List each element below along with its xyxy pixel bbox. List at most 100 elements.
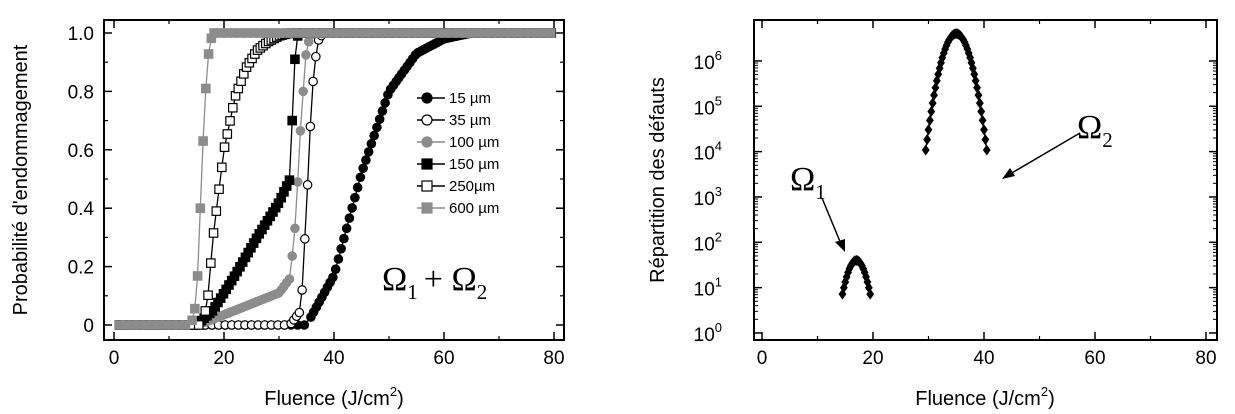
omega1-annotation: Ω1 [790, 161, 826, 204]
data-point [981, 134, 990, 146]
legend: 15 µm 35 µm 100 µm 150 µm 250µm 600 µm [417, 90, 499, 217]
y-tick-label: 106 [694, 48, 722, 74]
legend-label: 15 µm [449, 90, 491, 107]
data-point [217, 162, 227, 173]
data-point [974, 89, 983, 101]
data-point [369, 130, 379, 141]
series-5 [114, 28, 556, 330]
data-point [377, 106, 388, 116]
data-point [930, 89, 938, 101]
legend-marker [421, 180, 433, 192]
y-tick-label: 1.0 [68, 24, 94, 45]
data-point [931, 82, 940, 94]
omega2-annotation: Ω2 [1077, 109, 1113, 152]
legend-label: 35 µm [449, 112, 491, 129]
data-point [975, 97, 984, 109]
data-point [339, 233, 349, 244]
plot-frame-right [753, 19, 1218, 341]
data-point [924, 124, 933, 136]
x-tick-label: 20 [862, 348, 883, 369]
legend-marker [421, 136, 433, 148]
omega-sum-annotation: Ω1 + Ω2 [382, 261, 487, 304]
y-tick-label: 0.4 [68, 199, 95, 220]
y-tick-label: 0.8 [68, 82, 94, 103]
data-point [219, 142, 230, 152]
x-tick-label: 40 [973, 348, 994, 369]
data-point [355, 172, 366, 183]
data-point [923, 134, 932, 146]
data-point [208, 228, 219, 238]
x-axis-label-left: Fluence (J/cm2) [264, 384, 404, 410]
data-point [190, 303, 200, 314]
y-tick-label: 100 [694, 320, 722, 346]
series-layer-right [838, 28, 991, 300]
y-tick-label: 0.6 [68, 141, 94, 162]
x-tick-label: 60 [433, 348, 454, 369]
data-point [295, 126, 306, 136]
series-layer-left [114, 28, 557, 330]
data-point [978, 114, 987, 126]
data-point [284, 274, 295, 284]
data-point [228, 102, 238, 113]
data-point [192, 271, 203, 281]
data-point [297, 285, 307, 295]
data-point [287, 251, 297, 261]
legend-marker [421, 158, 433, 170]
data-point [187, 315, 197, 326]
chart-damage-probability: 0 20 40 60 80 0 0.2 0.4 0.6 0.8 1.0 15 µm 35 µm 100 … [10, 19, 565, 410]
data-point [305, 121, 316, 132]
data-point [302, 180, 313, 190]
data-point [352, 182, 363, 193]
data-point [225, 116, 235, 126]
data-point [195, 203, 206, 213]
x-tick-label: 80 [543, 348, 564, 369]
data-point [299, 320, 310, 330]
data-point [203, 290, 213, 301]
data-point [328, 272, 338, 283]
data-point [928, 97, 937, 109]
axis-ticks-left: 0 20 40 60 80 0 0.2 0.4 0.6 0.8 1.0 [68, 20, 565, 369]
omega2-arrow [1002, 132, 1081, 179]
data-point [198, 136, 208, 146]
data-point [290, 54, 300, 65]
data-point [294, 307, 305, 318]
chart-defect-distribution: 0 20 40 60 80 100 101 102 103 104 105 106 Fluence (… [647, 19, 1218, 410]
data-point [301, 50, 311, 60]
legend-marker [421, 202, 433, 214]
x-tick-label: 20 [213, 348, 234, 369]
legend-label: 150 µm [449, 156, 499, 173]
data-point [298, 86, 308, 97]
legend-marker [421, 114, 433, 126]
data-point [287, 115, 297, 126]
data-point [308, 76, 318, 87]
data-point [341, 223, 352, 234]
data-point [921, 144, 930, 156]
data-point [330, 264, 341, 275]
axis-ticks-right: 0 20 40 60 80 100 101 102 103 104 105 106 [694, 20, 1217, 369]
data-point [344, 213, 355, 223]
y-tick-label: 104 [694, 139, 722, 165]
x-tick-label: 0 [109, 348, 120, 369]
data-point [374, 114, 385, 124]
data-point [333, 254, 344, 264]
data-point [201, 83, 211, 94]
peak-1 [838, 254, 875, 300]
y-tick-label: 101 [694, 275, 722, 301]
legend-label: 250µm [449, 178, 495, 195]
y-tick-label: 105 [694, 93, 722, 119]
data-point [982, 144, 991, 156]
data-point [200, 306, 211, 316]
data-point [545, 28, 556, 38]
y-tick-label: 102 [694, 229, 722, 255]
data-point [866, 288, 875, 300]
data-point [284, 175, 295, 185]
data-point [363, 147, 374, 157]
data-point [358, 163, 368, 174]
data-point [203, 49, 214, 59]
x-tick-label: 0 [757, 348, 768, 369]
data-point [290, 223, 300, 234]
data-point [292, 177, 303, 187]
peak-2 [921, 28, 991, 156]
data-point [206, 258, 216, 268]
